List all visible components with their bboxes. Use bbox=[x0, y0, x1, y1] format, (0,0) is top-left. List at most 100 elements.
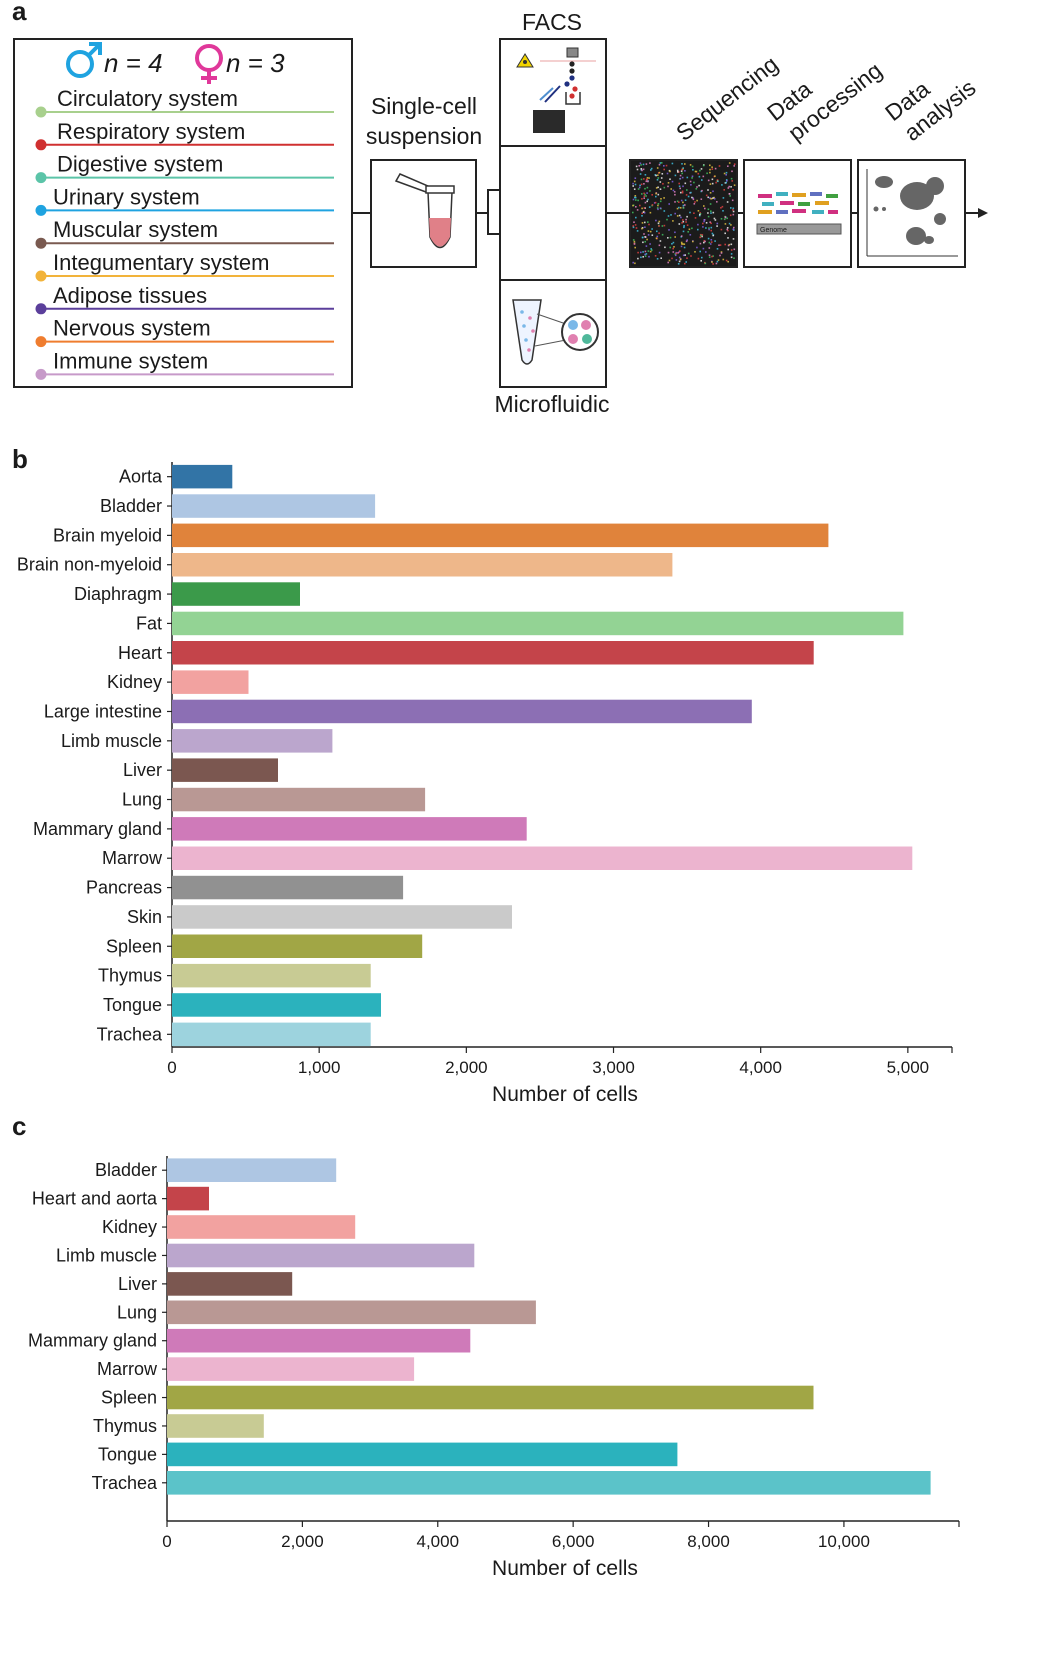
sequencing-read-dot bbox=[716, 225, 718, 227]
sequencing-read-dot bbox=[730, 249, 733, 251]
sequencing-read-dot bbox=[701, 235, 703, 238]
sequencing-read-dot bbox=[659, 200, 662, 203]
sequencing-read-dot bbox=[728, 185, 730, 188]
system-item: Urinary system bbox=[35, 184, 334, 216]
sequencing-read-dot bbox=[702, 226, 704, 228]
sequencing-read-dot bbox=[644, 253, 646, 256]
sequencing-read-dot bbox=[681, 163, 683, 165]
sequencing-read-dot bbox=[700, 234, 702, 237]
sequencing-read-dot bbox=[644, 174, 647, 176]
sequencing-read-dot bbox=[725, 171, 728, 174]
sequencing-read-dot bbox=[658, 171, 661, 174]
sequencing-read-dot bbox=[681, 176, 684, 179]
sequencing-read-dot bbox=[687, 252, 690, 255]
sequencing-read-dot bbox=[712, 190, 714, 193]
bar-mammary-gland bbox=[167, 1328, 471, 1353]
sequencing-read-dot bbox=[661, 233, 664, 236]
sequencing-read-dot bbox=[682, 201, 684, 204]
sequencing-read-dot bbox=[636, 209, 639, 211]
sequencing-read-dot bbox=[696, 199, 698, 202]
sequencing-read-dot bbox=[657, 177, 660, 179]
sequencing-read-dot bbox=[711, 261, 713, 263]
sequencing-read-dot bbox=[684, 262, 686, 265]
sequencing-read-dot bbox=[699, 242, 702, 245]
category-label: Mammary gland bbox=[28, 1331, 157, 1351]
sequencing-read-dot bbox=[708, 241, 711, 244]
sequencing-read-dot bbox=[682, 207, 685, 209]
sequencing-read-dot bbox=[667, 251, 670, 254]
sequencing-read-dot bbox=[642, 251, 644, 253]
sequencing-read-dot bbox=[678, 201, 680, 203]
sequencing-read-dot bbox=[658, 225, 660, 227]
sequencing-read-dot bbox=[727, 248, 729, 251]
x-tick-label: 8,000 bbox=[687, 1532, 730, 1551]
male-count: n = 4 bbox=[104, 48, 163, 78]
bar-bladder bbox=[167, 1158, 337, 1182]
sequencing-read-dot bbox=[648, 255, 650, 258]
sequencing-read-dot bbox=[723, 189, 725, 191]
sequencing-read-dot bbox=[712, 197, 714, 199]
sequencing-read-dot bbox=[711, 232, 714, 235]
bar-heart-and-aorta bbox=[167, 1186, 209, 1211]
sequencing-read-dot bbox=[674, 254, 677, 257]
sequencing-read-dot bbox=[671, 162, 674, 165]
sequencing-read-dot bbox=[663, 168, 665, 171]
bar-kidney bbox=[172, 670, 249, 694]
branch-connector bbox=[476, 189, 500, 235]
sequencing-read-dot bbox=[639, 184, 641, 187]
sequencing-read-dot bbox=[655, 219, 657, 222]
category-label: Bladder bbox=[100, 496, 162, 516]
sequencing-read-dot bbox=[643, 207, 646, 209]
sequencing-read-dot bbox=[642, 168, 645, 171]
bar-trachea bbox=[172, 1022, 371, 1047]
sequencing-read-dot bbox=[668, 259, 671, 262]
sequencing-read-dot bbox=[685, 221, 687, 223]
sequencing-read-dot bbox=[705, 222, 708, 224]
sequencing-read-dot bbox=[680, 241, 683, 244]
sequencing-read-dot bbox=[728, 193, 731, 195]
sequencing-read-dot bbox=[691, 165, 694, 168]
sequencing-read-dot bbox=[680, 170, 683, 172]
sequencing-read-dot bbox=[660, 257, 662, 259]
sequencing-read-dot bbox=[681, 168, 683, 171]
sequencing-read-dot bbox=[645, 180, 648, 183]
sequencing-read-dot bbox=[691, 227, 693, 230]
sequencing-read-dot bbox=[677, 263, 680, 265]
sequencing-read-dot bbox=[685, 218, 687, 221]
sequencing-read-dot bbox=[686, 257, 688, 259]
sequencing-read-dot bbox=[730, 253, 733, 255]
sequencing-read-dot bbox=[643, 233, 645, 235]
sequencing-read-dot bbox=[645, 253, 648, 255]
panel-c-letter: c bbox=[12, 1111, 26, 1141]
sequencing-read-dot bbox=[649, 250, 652, 253]
sequencing-read-dot bbox=[710, 226, 713, 229]
sequencing-read-dot bbox=[632, 198, 635, 201]
category-label: Tongue bbox=[103, 995, 162, 1015]
sequencing-read-dot bbox=[709, 221, 711, 223]
sequencing-read-dot bbox=[692, 240, 694, 243]
sequencing-read-dot bbox=[685, 261, 687, 263]
sequencing-read-dot bbox=[677, 171, 680, 173]
sequencing-read-dot bbox=[650, 248, 652, 250]
chart-b-cells-per-tissue-facs: Aorta Bladder Brain myeloid Brain non-myelo… bbox=[17, 462, 953, 1106]
sequencing-read-dot bbox=[645, 163, 648, 165]
sequencing-read-dot bbox=[643, 195, 646, 198]
sequencing-read-dot bbox=[694, 170, 697, 173]
sequencing-read-dot bbox=[640, 183, 643, 186]
category-label: Limb muscle bbox=[61, 731, 162, 751]
sequencing-read-dot bbox=[707, 189, 709, 191]
sequencing-read-dot bbox=[663, 197, 665, 199]
sequencing-read-dot bbox=[646, 186, 649, 189]
sequencing-read-dot bbox=[667, 261, 669, 264]
sequencing-read-dot bbox=[691, 177, 693, 179]
sequencing-read-dot bbox=[722, 210, 724, 212]
sequencing-read-dot bbox=[671, 257, 673, 260]
sequencing-read-dot bbox=[682, 219, 684, 221]
sequencing-read-dot bbox=[699, 213, 701, 216]
sequencing-read-dot bbox=[701, 179, 703, 181]
sequencing-read-dot bbox=[707, 208, 710, 211]
sequencing-read-dot bbox=[648, 177, 650, 179]
sequencing-read-dot bbox=[727, 187, 730, 189]
sequencing-read-dot bbox=[645, 195, 647, 197]
sequencing-read-dot bbox=[657, 203, 660, 205]
